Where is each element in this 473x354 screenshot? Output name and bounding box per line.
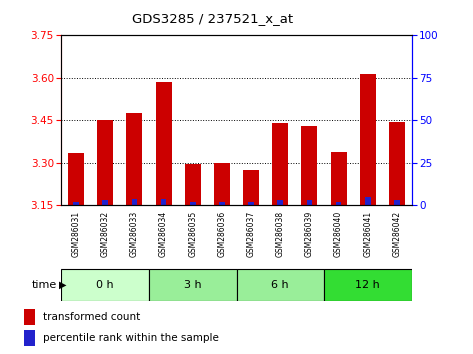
Bar [272,123,288,205]
Bar [307,200,312,205]
Text: 12 h: 12 h [355,280,380,290]
Text: GSM286034: GSM286034 [159,210,168,257]
Text: GSM286042: GSM286042 [393,210,402,257]
Bar [214,164,230,205]
Bar [24,309,35,325]
Bar [73,202,79,205]
Text: GSM286040: GSM286040 [334,210,343,257]
Bar [103,200,108,205]
Text: GSM286031: GSM286031 [71,210,80,257]
Bar [278,200,283,205]
Bar [161,199,166,205]
Text: time: time [32,280,57,290]
Bar [243,170,259,205]
Bar [68,153,84,205]
Text: GSM286038: GSM286038 [276,210,285,257]
Bar [131,199,137,205]
Text: GSM286036: GSM286036 [218,210,227,257]
Bar [248,202,254,205]
Text: transformed count: transformed count [43,312,140,322]
Bar [126,113,142,205]
Bar [219,202,225,205]
Bar [301,126,317,205]
Bar [360,74,376,205]
Bar [149,269,236,301]
Bar [365,197,370,205]
Text: 3 h: 3 h [184,280,201,290]
Bar [97,120,113,205]
Bar [331,152,347,205]
Bar [156,82,172,205]
Text: GDS3285 / 237521_x_at: GDS3285 / 237521_x_at [132,12,293,25]
Bar [336,202,342,205]
Bar [185,164,201,205]
Text: GSM286035: GSM286035 [188,210,197,257]
Bar [394,200,400,205]
Text: GSM286041: GSM286041 [363,210,372,257]
Text: 6 h: 6 h [272,280,289,290]
Bar [24,330,35,346]
Text: GSM286033: GSM286033 [130,210,139,257]
Bar [190,202,195,205]
Bar [61,269,149,301]
Text: percentile rank within the sample: percentile rank within the sample [43,333,219,343]
Text: GSM286039: GSM286039 [305,210,314,257]
Text: 0 h: 0 h [96,280,114,290]
Text: ▶: ▶ [59,280,67,290]
Text: GSM286037: GSM286037 [246,210,255,257]
Bar [324,269,412,301]
Bar [389,122,405,205]
Text: GSM286032: GSM286032 [101,210,110,257]
Bar [236,269,324,301]
